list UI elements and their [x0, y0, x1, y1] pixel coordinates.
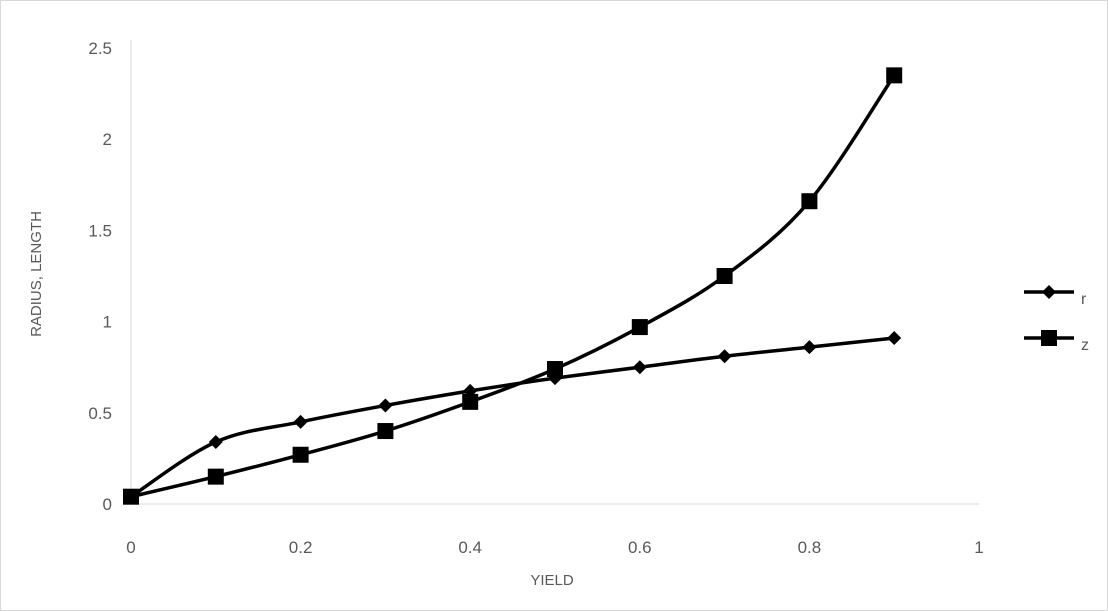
- series-r-point: [887, 331, 902, 346]
- series-z-point: [886, 67, 903, 84]
- y-tick-label: 0.5: [88, 404, 112, 423]
- series-z-point: [207, 468, 224, 485]
- y-tick-label: 2.5: [88, 39, 112, 58]
- x-tick-label: 0.6: [628, 538, 652, 557]
- y-tick-labels: 0 0.5 1 1.5 2 2.5: [88, 39, 112, 514]
- series-r-point: [378, 398, 393, 413]
- series-z-point: [801, 193, 818, 210]
- series-r: [124, 331, 902, 504]
- x-tick-label: 0.8: [798, 538, 822, 557]
- axes: [130, 40, 979, 505]
- y-tick-label: 1: [103, 313, 112, 332]
- legend-label-r: r: [1081, 291, 1087, 308]
- legend-label-z: z: [1081, 337, 1089, 354]
- series-z-point: [377, 423, 394, 440]
- series-r-point: [632, 360, 647, 375]
- legend-marker-r: [1042, 285, 1056, 299]
- x-axis-title: YIELD: [530, 572, 574, 589]
- series-z-line: [130, 74, 896, 499]
- series-z: [123, 67, 903, 505]
- series-z-point: [292, 446, 309, 463]
- series-z-point: [716, 268, 733, 284]
- series-r-point: [717, 349, 732, 364]
- x-tick-labels: 0 0.2 0.4 0.6 0.8 1: [126, 538, 983, 557]
- x-tick-label: 0: [126, 538, 135, 557]
- legend-item-r: r: [1024, 285, 1087, 308]
- legend-marker-z: [1041, 330, 1057, 346]
- y-tick-label: 2: [103, 130, 112, 149]
- series-r-point: [802, 340, 817, 355]
- series-r-point: [208, 434, 223, 449]
- x-tick-label: 0.2: [289, 538, 313, 557]
- y-tick-label: 0: [103, 495, 112, 514]
- series-z-point: [631, 319, 648, 336]
- y-tick-label: 1.5: [88, 221, 112, 240]
- series-z-point: [123, 488, 139, 505]
- y-axis-title: RADIUS, LENGTH: [28, 211, 45, 337]
- x-tick-label: 0.4: [458, 538, 482, 557]
- series-z-point: [547, 361, 563, 378]
- series-r-line: [130, 336, 895, 499]
- series-z-point: [462, 393, 479, 410]
- series-r-point: [293, 414, 308, 429]
- legend-item-z: z: [1024, 330, 1089, 354]
- x-tick-label: 1: [974, 538, 983, 557]
- legend: rz: [1024, 285, 1089, 354]
- plot-series: [123, 67, 903, 505]
